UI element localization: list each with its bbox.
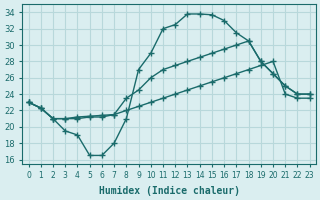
X-axis label: Humidex (Indice chaleur): Humidex (Indice chaleur) <box>99 186 240 196</box>
